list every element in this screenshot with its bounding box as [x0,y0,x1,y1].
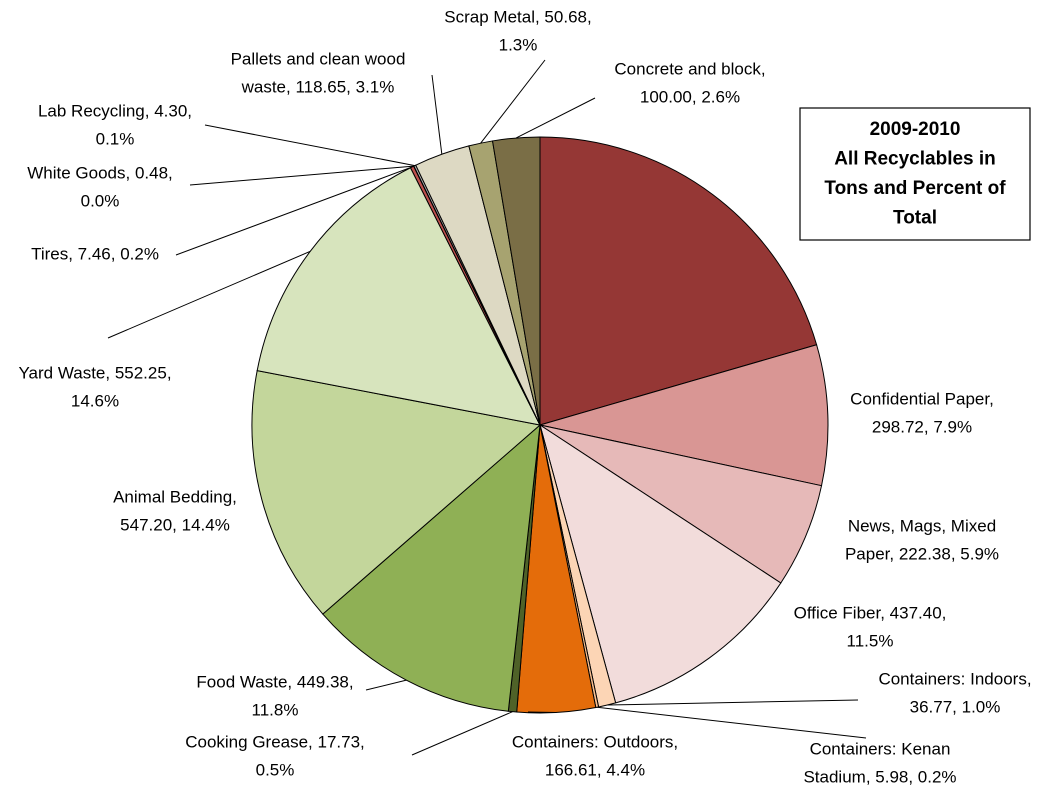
leader-line [189,165,414,186]
pie-slice [539,344,829,487]
leader-line [480,59,546,144]
data-label: Containers: Outdoors, [512,732,678,751]
data-label: waste, 118.65, 3.1% [241,77,395,96]
chart-title: All Recyclables in [834,149,996,170]
data-label: 36.77, 1.0% [910,697,1001,716]
data-label: Animal Bedding, [113,487,237,506]
data-label: 298.72, 7.9% [872,417,972,436]
leader-line [597,706,867,739]
pie-slice [539,423,782,704]
data-label: Yard Waste, 552.25, [18,363,171,382]
data-label: 1.3% [499,35,538,54]
leader-line [607,699,859,706]
leader-line [204,124,415,167]
pie-slice [322,423,541,712]
data-label: Pallets and clean wood [231,49,406,68]
leader-line [527,711,557,714]
leader-line [411,711,513,756]
chart-title: Tons and Percent of [824,178,1006,199]
data-label: 11.8% [252,700,299,719]
data-label: 100.00, 2.6% [640,87,740,106]
pie-slice [491,136,541,426]
data-label: Concrete and block, [614,59,765,78]
data-label: Paper, 222.38, 5.9% [845,544,999,563]
data-label: 0.1% [96,129,135,148]
pie-slice [256,167,541,426]
data-label: Containers: Indoors, [878,669,1031,688]
data-label: Cooking Grease, 17.73, [185,732,365,751]
data-label: 14.6% [71,391,119,410]
leader-line [107,250,311,339]
data-label: 547.20, 14.4% [120,515,230,534]
chart-title: Total [893,208,937,229]
leader-line [175,166,413,256]
title-box [799,107,1031,241]
leader-line [365,679,407,691]
data-label: 11.5% [847,631,894,650]
data-label: 166.61, 4.4% [545,760,645,779]
data-label: 0.0% [81,191,120,210]
data-label: Scrap Metal, 50.68, [444,7,591,26]
data-label: 0.5% [256,760,295,779]
data-label: Office Fiber, 437.40, [794,603,947,622]
leader-line [515,97,596,139]
data-label: Food Waste, 449.38, [196,672,353,691]
data-label: News, Mags, Mixed [848,516,996,535]
pie-slice [251,370,542,615]
pie-slice [539,136,818,426]
data-label: Lab Recycling, 4.30, [38,101,192,120]
data-label: Tires, 7.46, 0.2% [31,244,159,263]
data-label: Containers: Kenan [810,739,951,758]
data-label: Confidential Paper, [850,389,994,408]
data-label: White Goods, 0.48, [27,163,173,182]
data-label: Stadium, 5.98, 0.2% [803,767,956,786]
leader-line [431,74,443,155]
chart-title: 2009-2010 [870,119,961,140]
